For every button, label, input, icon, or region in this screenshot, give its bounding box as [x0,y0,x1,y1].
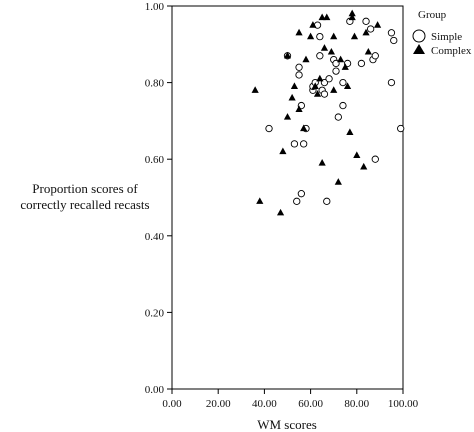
point-complex [362,28,370,36]
point-complex [346,128,354,135]
point-simple [332,67,340,75]
point-complex [311,82,319,90]
y-tick-label: 1.00 [145,1,165,13]
y-tick-label: 0.20 [145,307,165,319]
point-simple [316,32,324,41]
x-tick-label: 20.00 [206,398,231,410]
y-axis: 0.00 0.20 0.40 0.60 0.80 1.00 [145,1,172,396]
point-simple [295,63,303,71]
point-complex [350,32,359,40]
point-simple [300,140,308,148]
point-simple [265,124,273,133]
y-axis-title-line-1: Proportion scores of [32,181,138,196]
point-simple [390,36,398,45]
point-simple [295,71,303,79]
point-simple [323,197,331,205]
point-complex [327,47,335,55]
point-simple [397,124,405,133]
legend: Group Simple Complex [412,9,472,57]
legend-label-complex: Complex [431,45,472,57]
point-simple [290,140,299,148]
point-complex [276,208,285,216]
point-simple [316,52,324,60]
point-complex [302,55,310,63]
y-axis-title-line-2: correctly recalled recasts [20,197,149,212]
point-simple [339,101,347,110]
point-complex [360,162,368,170]
point-complex [283,51,292,59]
legend-title: Group [418,9,447,21]
x-tick-label: 60.00 [298,398,323,410]
x-axis: 0.00 20.00 40.00 60.00 80.00 100.00 [162,389,419,410]
point-complex [316,74,324,82]
point-complex [353,151,361,158]
point-complex [251,86,259,93]
point-complex [373,21,382,28]
point-complex [337,55,345,63]
point-complex [323,13,331,21]
x-tick-label: 100.00 [388,398,419,410]
point-complex [364,47,372,55]
point-simple [371,155,379,163]
point-simple [325,75,333,83]
point-complex [288,93,296,101]
point-complex [348,9,356,17]
legend-marker-simple [412,29,426,43]
point-simple [334,113,342,121]
point-simple [293,197,301,205]
point-complex [330,86,338,93]
point-complex [334,178,342,185]
plot-frame [171,5,404,390]
point-complex [309,21,317,28]
point-simple [357,59,366,68]
point-complex [320,44,329,51]
point-simple [387,78,396,87]
point-complex [318,159,326,166]
point-simple [339,78,347,87]
x-axis-title: WM scores [257,417,317,432]
point-complex [318,13,326,21]
point-simple [297,190,306,198]
point-complex [343,82,352,90]
x-tick-label: 40.00 [252,398,277,410]
point-complex [330,32,338,40]
y-tick-label: 0.00 [145,384,165,396]
point-complex [348,13,356,21]
y-tick-label: 0.80 [145,78,165,90]
point-complex [290,82,299,90]
point-simple [371,52,379,60]
point-simple [362,17,370,25]
point-complex [295,105,303,113]
x-tick-label: 80.00 [344,398,369,410]
point-simple [387,29,396,37]
point-complex [256,197,264,204]
point-complex [295,28,303,36]
point-simple [367,25,375,33]
y-tick-label: 0.60 [145,154,165,166]
point-complex [341,63,349,70]
legend-marker-complex [413,44,425,54]
y-tick-label: 0.40 [145,231,165,243]
point-complex [313,90,322,97]
legend-label-simple: Simple [431,31,462,43]
x-tick-label: 0.00 [162,398,182,410]
point-complex [283,113,292,120]
data-points [251,9,405,216]
point-simple [320,90,329,98]
point-complex [300,124,308,132]
point-complex [279,147,287,155]
point-complex [307,32,315,40]
